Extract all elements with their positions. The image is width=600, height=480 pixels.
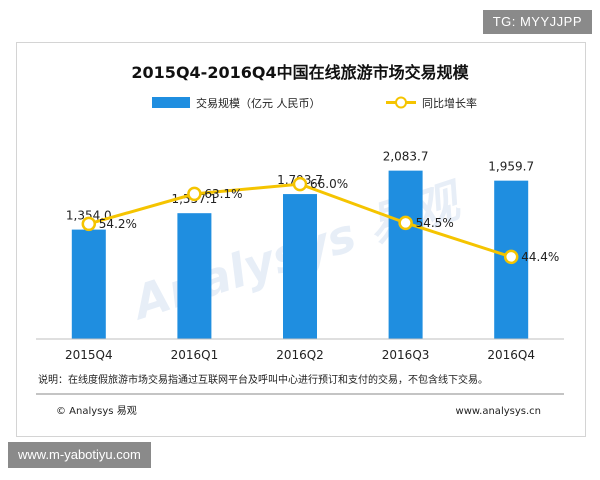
line-series: 54.2% 63.1% 66.0% 54.5% 44.4% (81, 176, 559, 265)
chart-title: 2015Q4-2016Q4中国在线旅游市场交易规模 (131, 63, 469, 82)
x-tick-label: 2015Q4 (65, 348, 113, 362)
bar-value-label: 1,959.7 (488, 160, 534, 174)
growth-value-label: 54.5% (416, 216, 454, 230)
growth-value-label: 66.0% (310, 177, 348, 191)
legend: 交易规模（亿元 人民币） 同比增长率 (152, 96, 477, 110)
legend-line-label: 同比增长率 (422, 96, 477, 110)
bar-2015Q4 (71, 229, 106, 339)
corner-tag: TG: MYYJJPP (482, 10, 592, 34)
x-tick-label: 2016Q2 (276, 348, 324, 362)
bar-2016Q2 (283, 194, 317, 339)
bar-2016Q1 (177, 213, 212, 339)
x-tick-label: 2016Q4 (487, 348, 535, 362)
footer-left: © Analysys 易观 (56, 405, 137, 417)
growth-point-2015Q4 (81, 216, 97, 232)
legend-bar-label: 交易规模（亿元 人民币） (196, 96, 321, 110)
x-axis-tick-labels: 2015Q4 2016Q1 2016Q2 2016Q3 2016Q4 (65, 348, 535, 362)
growth-value-label: 54.2% (99, 217, 137, 231)
growth-value-label: 44.4% (521, 250, 559, 264)
growth-point-2016Q4 (503, 249, 519, 265)
x-tick-label: 2016Q3 (382, 348, 430, 362)
bar-2016Q3 (388, 170, 423, 339)
growth-value-label: 63.1% (204, 187, 242, 201)
url-tag: www.m-yabotiyu.com (8, 442, 151, 468)
x-tick-label: 2016Q1 (171, 348, 219, 362)
growth-point-2016Q1 (187, 186, 202, 202)
bar-value-label: 2,083.7 (383, 150, 429, 164)
legend-bar-swatch (152, 97, 190, 108)
legend-line-marker (395, 96, 407, 109)
chart: 2015Q4-2016Q4中国在线旅游市场交易规模 交易规模（亿元 人民币） 同… (36, 63, 564, 417)
growth-point-2016Q3 (398, 215, 413, 231)
footer-right: www.analysys.cn (456, 406, 541, 417)
bar-series: 1,354.01,557.11,793.72,083.71,959.7 (66, 150, 534, 339)
chart-note: 说明：在线度假旅游市场交易指通过互联网平台及呼叫中心进行预订和支付的交易，不包含… (38, 373, 488, 386)
growth-point-2016Q2 (292, 176, 308, 192)
